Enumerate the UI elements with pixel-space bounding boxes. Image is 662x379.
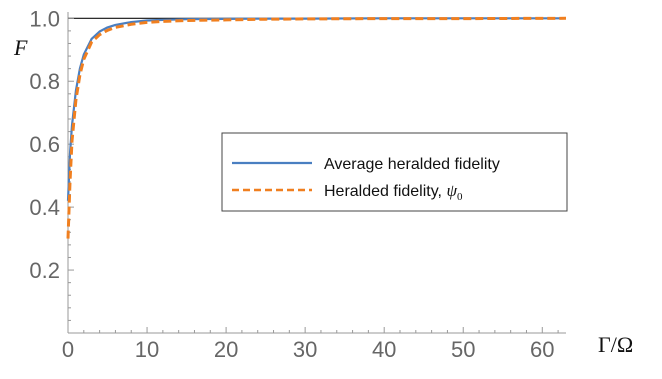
- x-tick-label: 20: [214, 337, 238, 362]
- y-tick-label: 0.2: [29, 258, 60, 283]
- x-tick-label: 40: [372, 337, 396, 362]
- x-tick-label: 0: [62, 337, 74, 362]
- x-tick-label: 60: [530, 337, 554, 362]
- axes-layer: 0 10 20 30 40 50 60 0.2 0.4 0.6 0.8 1.0: [29, 6, 566, 362]
- series-layer: [66, 16, 567, 239]
- y-tick-label: 1.0: [29, 6, 60, 31]
- legend-label-average: Average heralded fidelity: [324, 156, 500, 173]
- y-tick-label: 0.8: [29, 69, 60, 94]
- legend-label-psi0-text: Heralded fidelity,: [324, 183, 446, 200]
- legend-label-psi0-subscript: 0: [457, 191, 463, 203]
- x-tick-label: 30: [293, 337, 317, 362]
- x-tick-label: 50: [451, 337, 475, 362]
- y-tick-label: 0.4: [29, 195, 60, 220]
- x-axis-label: Γ/Ω: [598, 332, 633, 357]
- y-axis-label: F: [13, 35, 28, 60]
- series-line-heralded-fidelity-psi0: [66, 16, 567, 239]
- legend-label-psi0-symbol: ψ: [446, 181, 457, 200]
- legend-box: [221, 132, 568, 212]
- legend: Average heralded fidelity Heralded fidel…: [221, 132, 568, 212]
- y-tick-label: 0.6: [29, 132, 60, 157]
- x-tick-label: 10: [135, 337, 159, 362]
- legend-label-psi0: Heralded fidelity, ψ0: [324, 181, 463, 203]
